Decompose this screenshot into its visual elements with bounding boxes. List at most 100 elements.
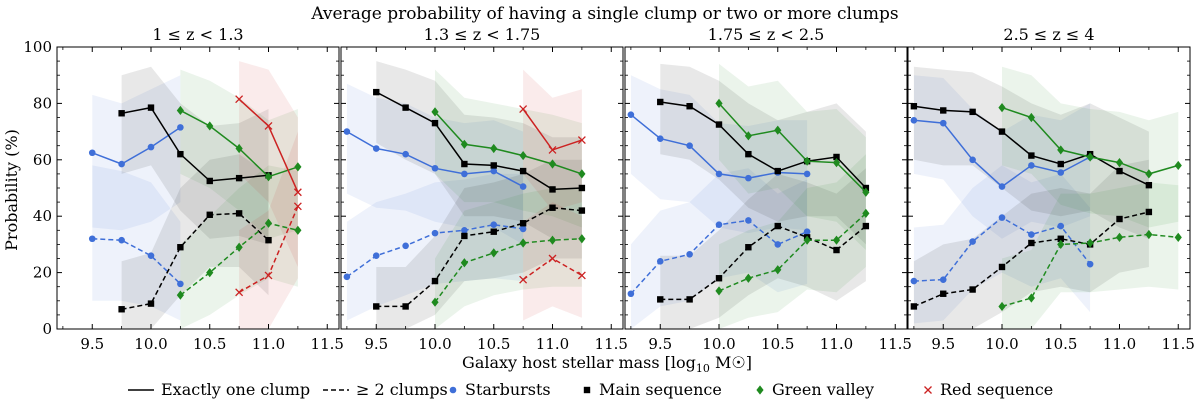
data-point [519, 275, 528, 284]
data-point [235, 143, 243, 154]
data-point [803, 156, 811, 166]
data-point [431, 297, 439, 307]
legend-label: Exactly one clump [161, 380, 310, 399]
data-point-stroke [519, 275, 528, 284]
data-point [264, 122, 273, 130]
data-point [294, 162, 302, 172]
series-line-two-clumps [121, 212, 270, 311]
series-line-one-clump [434, 111, 583, 175]
data-point [745, 244, 752, 251]
data-point-stroke [577, 136, 586, 145]
data-point [402, 104, 409, 111]
data-point [402, 242, 409, 250]
data-point [1174, 160, 1182, 171]
data-point [1086, 238, 1094, 248]
x-axis-label-suffix: M☉] [710, 353, 752, 372]
data-point [460, 258, 468, 268]
series-line-one-clump [718, 102, 867, 193]
data-point [1145, 208, 1153, 216]
data-point [490, 167, 498, 175]
x-tick-label: 11.5 [879, 335, 912, 353]
error-band [92, 75, 181, 231]
data-point [519, 167, 527, 175]
error-band [719, 63, 866, 251]
data-point [803, 235, 811, 245]
legend: Exactly one clump ≥ 2 clumps Starbursts Mai… [128, 380, 1053, 399]
data-point-stroke [293, 188, 302, 197]
x-tick-label: 10.0 [702, 335, 735, 353]
data-point [519, 238, 527, 248]
panel-plot-area [343, 61, 586, 329]
data-point [1027, 293, 1035, 303]
data-point [147, 252, 155, 259]
series-line-two-clumps [434, 238, 582, 303]
data-point [686, 142, 693, 149]
data-point [264, 271, 273, 280]
x-tick-label: 10.5 [193, 335, 226, 353]
data-point [715, 98, 723, 108]
data-point [519, 225, 527, 233]
data-point [461, 170, 468, 178]
data-point [1115, 158, 1124, 168]
data-point [833, 246, 840, 254]
legend-label: ≥ 2 clumps [356, 380, 448, 399]
series-line-one-clump [121, 106, 269, 182]
data-point [1145, 169, 1153, 179]
legend-label: Red sequence [940, 380, 1053, 399]
error-band [630, 168, 808, 329]
data-point [578, 207, 586, 214]
data-point [461, 160, 468, 168]
data-point [293, 188, 302, 197]
data-point [832, 235, 841, 245]
x-axis-label-prefix: Galaxy host stellar mass [log [462, 353, 696, 372]
data-point [1115, 232, 1124, 242]
series-line-one-clump [375, 91, 582, 191]
data-point [1028, 152, 1035, 159]
data-point [1028, 231, 1035, 238]
error-band [121, 154, 269, 329]
data-point [910, 277, 918, 285]
error-band [121, 66, 269, 245]
data-point [177, 150, 184, 158]
legend-item: ≥ 2 clumps [323, 380, 448, 399]
data-point [657, 296, 664, 303]
data-point [744, 131, 752, 141]
legend-item: Exactly one clump [128, 380, 310, 399]
chart-panels: 1 ≤ z < 1.3 9.5 10.0 10.5 11.0 11.5 0 20 40 60 80 1… [23, 25, 1195, 353]
y-axis-label: Probability (%) [2, 129, 21, 251]
data-point [745, 174, 752, 182]
data-point [862, 187, 870, 197]
data-point [343, 273, 351, 281]
data-point [88, 235, 96, 243]
data-point [656, 135, 664, 142]
data-point [402, 303, 409, 310]
data-point [578, 184, 586, 192]
data-point [548, 254, 557, 263]
series-line-two-clumps [376, 206, 582, 308]
data-point [1057, 239, 1065, 249]
data-point [177, 244, 184, 251]
data-point [745, 217, 752, 224]
data-point [490, 143, 498, 154]
data-point [264, 172, 273, 182]
data-point [910, 103, 918, 110]
data-point [372, 252, 380, 259]
error-band [376, 61, 582, 239]
legend-marker [756, 385, 764, 395]
y-tick-label: 60 [33, 151, 52, 169]
data-point [686, 296, 693, 303]
data-point [939, 119, 947, 127]
data-point [206, 177, 213, 185]
x-tick-label: 9.5 [931, 335, 955, 353]
data-point [774, 241, 782, 248]
legend-item: Main sequence [583, 380, 722, 399]
chart-panel-1: 1 ≤ z < 1.3 9.5 10.0 10.5 11.0 11.5 0 20 40 60 80 1… [23, 25, 344, 353]
panel-plot-area [910, 66, 1182, 329]
legend-item: Green valley [756, 380, 874, 399]
legend-marker [924, 386, 932, 394]
panel-plot-area [627, 63, 870, 329]
x-axis-label: Galaxy host stellar mass [log10 M☉] [462, 353, 752, 375]
data-point [176, 290, 184, 300]
data-point [940, 290, 947, 297]
data-point [715, 286, 723, 296]
